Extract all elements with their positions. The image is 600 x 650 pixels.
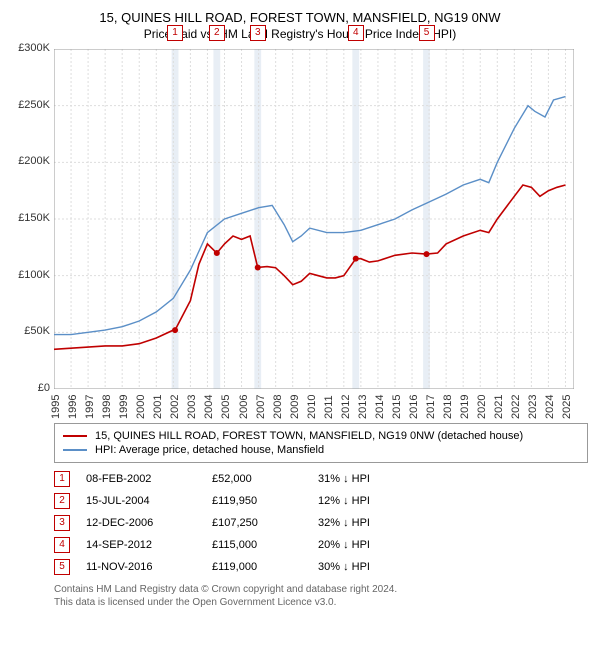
transaction-marker-ref: 5 [54,559,70,575]
transaction-marker: 5 [419,25,435,41]
x-axis-label: 1995 [50,395,62,419]
x-axis-label: 2020 [476,395,488,419]
transaction-marker-ref: 3 [54,515,70,531]
legend-label: HPI: Average price, detached house, Mans… [95,444,324,456]
transaction-date: 11-NOV-2016 [86,561,196,573]
x-axis-label: 2021 [493,395,505,419]
x-axis-label: 2019 [459,395,471,419]
x-axis-label: 1999 [118,395,130,419]
transaction-date: 08-FEB-2002 [86,473,196,485]
line-chart-svg [54,49,574,389]
x-axis-label: 2023 [527,395,539,419]
transaction-row: 5 11-NOV-2016 £119,000 30% ↓ HPI [54,559,588,575]
transaction-price: £119,950 [212,495,302,507]
x-axis-label: 1996 [67,395,79,419]
transaction-delta: 32% ↓ HPI [318,517,408,529]
transaction-price: £119,000 [212,561,302,573]
y-axis-label: £100K [8,269,50,281]
transaction-row: 2 15-JUL-2004 £119,950 12% ↓ HPI [54,493,588,509]
transaction-delta: 20% ↓ HPI [318,539,408,551]
x-axis-label: 2006 [238,395,250,419]
x-axis-label: 2001 [152,395,164,419]
transaction-price: £52,000 [212,473,302,485]
x-axis-label: 2004 [203,395,215,419]
x-axis-label: 2016 [408,395,420,419]
legend-swatch [63,449,87,451]
transaction-marker-ref: 1 [54,471,70,487]
y-axis-label: £150K [8,212,50,224]
transaction-marker: 2 [209,25,225,41]
transactions-table: 1 08-FEB-2002 £52,000 31% ↓ HPI 2 15-JUL-2004… [54,471,588,575]
transaction-date: 14-SEP-2012 [86,539,196,551]
transaction-marker: 1 [167,25,183,41]
footer-line-1: Contains HM Land Registry data © Crown c… [54,583,588,596]
x-axis-label: 2008 [272,395,284,419]
legend-item: HPI: Average price, detached house, Mans… [63,444,579,456]
chart-title: 15, QUINES HILL ROAD, FOREST TOWN, MANSF… [8,10,592,25]
x-axis-label: 2007 [255,395,267,419]
x-axis-label: 2012 [340,395,352,419]
x-axis-label: 2009 [289,395,301,419]
chart-subtitle: Price paid vs. HM Land Registry's House … [8,27,592,41]
transaction-marker-ref: 4 [54,537,70,553]
y-axis-label: £0 [8,382,50,394]
footer-attribution: Contains HM Land Registry data © Crown c… [54,583,588,609]
x-axis-label: 2005 [220,395,232,419]
x-axis-label: 2024 [544,395,556,419]
transaction-delta: 12% ↓ HPI [318,495,408,507]
transaction-row: 3 12-DEC-2006 £107,250 32% ↓ HPI [54,515,588,531]
x-axis-label: 1998 [101,395,113,419]
transaction-price: £107,250 [212,517,302,529]
footer-line-2: This data is licensed under the Open Gov… [54,596,588,609]
x-axis-label: 2015 [391,395,403,419]
x-axis-label: 2010 [306,395,318,419]
x-axis-label: 2003 [186,395,198,419]
x-axis-label: 2000 [135,395,147,419]
transaction-row: 1 08-FEB-2002 £52,000 31% ↓ HPI [54,471,588,487]
transaction-date: 15-JUL-2004 [86,495,196,507]
legend-swatch [63,435,87,437]
chart-area: £0£50K£100K£150K£200K£250K£300K 19951996… [54,49,592,389]
y-axis-label: £250K [8,99,50,111]
x-axis-label: 2014 [374,395,386,419]
transaction-delta: 31% ↓ HPI [318,473,408,485]
transaction-date: 12-DEC-2006 [86,517,196,529]
x-axis-label: 2018 [442,395,454,419]
y-axis-label: £300K [8,42,50,54]
x-axis-label: 2002 [169,395,181,419]
legend-box: 15, QUINES HILL ROAD, FOREST TOWN, MANSF… [54,423,588,463]
transaction-row: 4 14-SEP-2012 £115,000 20% ↓ HPI [54,537,588,553]
x-axis-label: 2025 [561,395,573,419]
x-axis-label: 2017 [425,395,437,419]
y-axis-label: £200K [8,155,50,167]
transaction-marker-ref: 2 [54,493,70,509]
x-axis-label: 1997 [84,395,96,419]
legend-label: 15, QUINES HILL ROAD, FOREST TOWN, MANSF… [95,430,523,442]
x-axis-label: 2013 [357,395,369,419]
x-axis-label: 2022 [510,395,522,419]
transaction-marker: 4 [348,25,364,41]
transaction-price: £115,000 [212,539,302,551]
transaction-marker: 3 [250,25,266,41]
legend-item: 15, QUINES HILL ROAD, FOREST TOWN, MANSF… [63,430,579,442]
y-axis-label: £50K [8,325,50,337]
x-axis-label: 2011 [323,395,335,419]
transaction-delta: 30% ↓ HPI [318,561,408,573]
